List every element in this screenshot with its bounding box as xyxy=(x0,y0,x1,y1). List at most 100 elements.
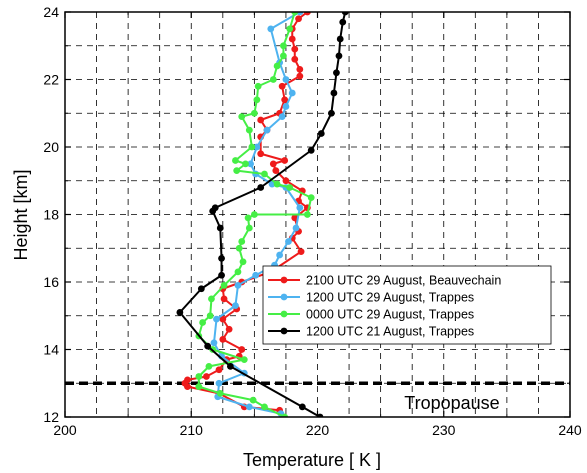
data-point xyxy=(341,12,349,16)
data-point xyxy=(291,45,299,53)
data-point xyxy=(216,224,224,232)
x-tick-label: 230 xyxy=(432,422,456,438)
data-point xyxy=(234,281,242,289)
y-tick-label: 16 xyxy=(43,274,59,290)
data-point xyxy=(280,52,287,60)
data-point xyxy=(245,403,253,411)
data-point xyxy=(269,76,277,83)
data-point xyxy=(273,62,281,70)
data-point xyxy=(317,130,325,137)
data-point xyxy=(245,224,253,232)
data-point xyxy=(327,109,335,117)
data-point xyxy=(330,89,338,97)
data-point xyxy=(238,238,246,245)
data-point xyxy=(291,55,299,63)
data-point xyxy=(239,258,247,266)
data-point xyxy=(235,244,243,252)
y-tick-label: 22 xyxy=(43,72,59,88)
data-point xyxy=(273,180,281,188)
data-point xyxy=(238,346,246,353)
legend-box xyxy=(262,265,552,345)
data-point xyxy=(304,211,311,218)
data-point xyxy=(291,214,299,222)
data-point xyxy=(220,295,228,303)
data-point xyxy=(304,12,311,16)
legend-label: 2100 UTC 29 August, Beauvechain xyxy=(306,274,501,288)
data-point xyxy=(213,315,220,323)
data-point xyxy=(292,224,300,232)
legend-swatch-marker xyxy=(280,293,288,301)
data-point xyxy=(206,312,214,320)
data-point xyxy=(282,76,290,83)
data-point xyxy=(282,177,290,185)
data-point xyxy=(336,35,344,43)
data-point xyxy=(297,248,305,256)
data-point xyxy=(257,116,265,124)
grid-lines xyxy=(65,12,570,417)
data-point xyxy=(263,126,271,134)
data-point xyxy=(286,184,294,191)
data-point xyxy=(253,96,261,104)
data-point xyxy=(203,373,210,380)
data-point xyxy=(272,167,280,175)
data-point xyxy=(250,109,258,117)
data-point xyxy=(232,157,239,164)
series-layer xyxy=(176,12,349,417)
data-point xyxy=(242,160,249,168)
legend-label: 1200 UTC 21 August, Trappes xyxy=(306,325,474,339)
data-point xyxy=(276,251,284,259)
data-point xyxy=(296,72,304,80)
series-4 xyxy=(176,12,349,417)
series-line xyxy=(183,12,309,412)
y-tick-label: 12 xyxy=(43,409,59,425)
legend-swatch-marker xyxy=(280,310,288,318)
data-point xyxy=(220,281,228,289)
data-point xyxy=(250,211,258,218)
data-point xyxy=(316,413,324,417)
series-3 xyxy=(195,12,315,417)
data-point xyxy=(296,12,304,16)
data-point xyxy=(282,103,290,110)
axis-ticks xyxy=(64,11,571,418)
y-tick-label: 18 xyxy=(43,207,59,223)
data-point xyxy=(278,113,286,121)
legend-label: 1200 UTC 29 August, Trappes xyxy=(306,291,474,305)
data-point xyxy=(215,379,223,387)
data-point xyxy=(254,82,262,90)
data-point xyxy=(205,362,213,370)
legend-swatch-marker xyxy=(280,276,288,284)
data-point xyxy=(195,373,203,380)
y-tick-label: 20 xyxy=(43,139,59,155)
data-point xyxy=(286,25,294,33)
data-point xyxy=(218,271,225,279)
data-point xyxy=(248,143,256,151)
data-point xyxy=(267,25,275,33)
data-point xyxy=(252,271,260,279)
data-point xyxy=(307,146,315,154)
data-point xyxy=(295,15,302,23)
data-point xyxy=(225,325,233,333)
y-tick-label: 24 xyxy=(43,4,59,20)
data-point xyxy=(245,126,253,134)
data-point xyxy=(238,113,246,121)
data-point xyxy=(234,268,242,276)
data-point xyxy=(339,18,347,26)
data-point xyxy=(261,403,268,411)
legend-swatch-marker xyxy=(280,327,288,335)
x-tick-label: 210 xyxy=(180,422,204,438)
data-point xyxy=(210,339,218,347)
data-point xyxy=(288,35,296,43)
data-point xyxy=(195,383,203,391)
data-point xyxy=(219,315,227,323)
data-point xyxy=(296,204,304,212)
data-point xyxy=(296,65,304,73)
series-1 xyxy=(181,12,311,414)
data-point xyxy=(226,362,234,370)
data-point xyxy=(197,285,205,293)
x-tick-label: 200 xyxy=(53,422,77,438)
data-point xyxy=(269,160,277,168)
y-tick-label: 14 xyxy=(43,342,59,358)
data-point xyxy=(211,204,219,212)
data-point xyxy=(285,238,292,245)
y-axis-title: Height [km] xyxy=(11,169,31,260)
